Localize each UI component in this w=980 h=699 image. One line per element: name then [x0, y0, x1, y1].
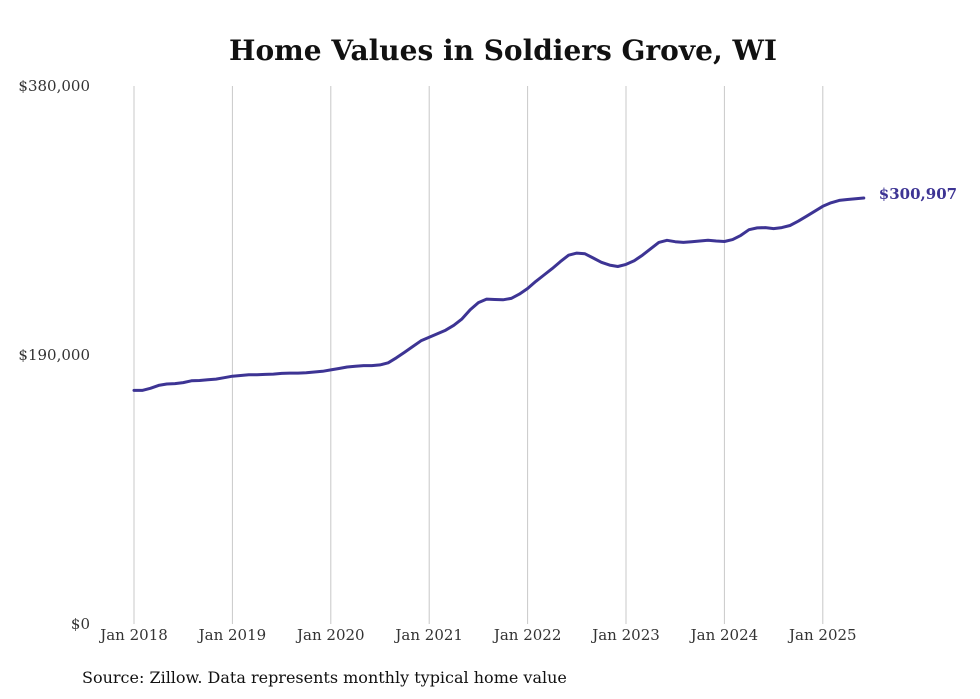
x-tick-label: Jan 2019 [197, 626, 267, 644]
y-tick-label: $0 [71, 615, 90, 633]
vertical-gridlines [133, 86, 824, 624]
x-tick-label: Jan 2023 [590, 626, 660, 644]
y-axis-tick-labels: $0 $190,000 $380,000 [18, 77, 90, 633]
home-value-series-line [132, 196, 866, 392]
x-tick-label: Jan 2022 [492, 626, 562, 644]
y-tick-label: $380,000 [18, 77, 90, 95]
source-note: Source: Zillow. Data represents monthly … [82, 668, 567, 687]
x-axis-tick-labels: Jan 2018 Jan 2019 Jan 2020 Jan 2021 Jan 2022… [98, 626, 856, 644]
x-tick-label: Jan 2024 [689, 626, 759, 644]
chart-title: Home Values in Soldiers Grove, WI [229, 34, 777, 67]
x-tick-label: Jan 2020 [295, 626, 365, 644]
end-value-label: $300,907 [879, 185, 957, 203]
x-tick-label: Jan 2018 [98, 626, 168, 644]
x-tick-label: Jan 2021 [393, 626, 463, 644]
x-tick-label: Jan 2025 [787, 626, 857, 644]
y-tick-label: $190,000 [18, 346, 90, 364]
